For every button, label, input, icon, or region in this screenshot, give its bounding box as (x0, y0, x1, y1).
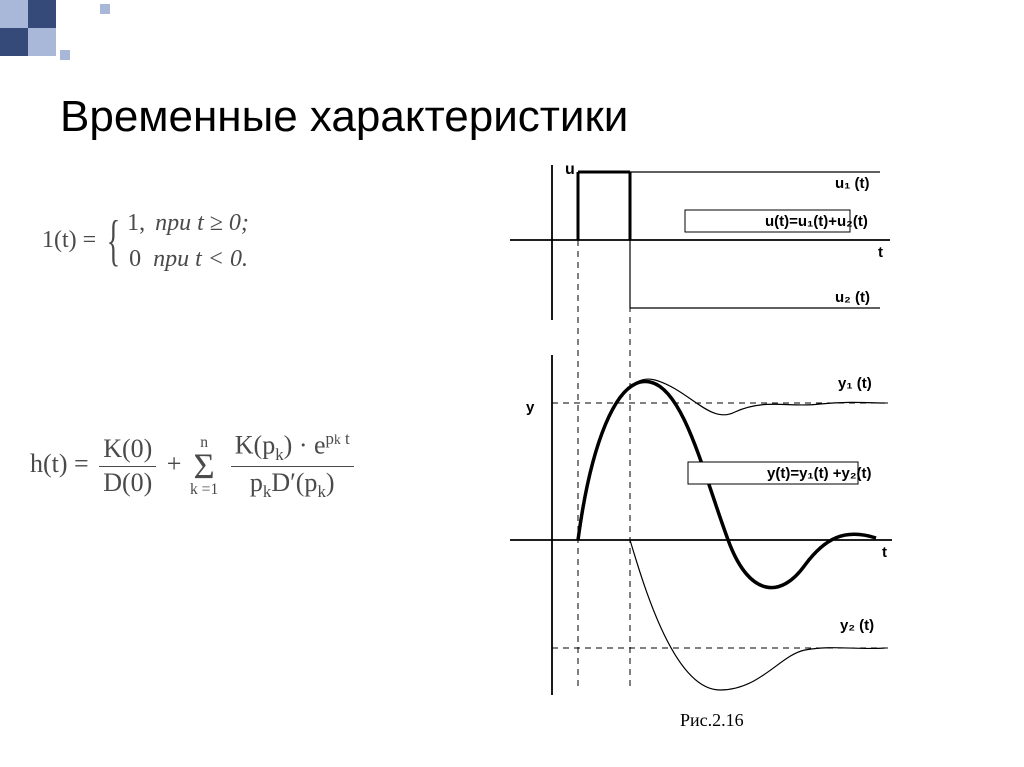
f2-f1-num: K(0) (99, 435, 156, 467)
f2-num-b: ) · e (284, 431, 326, 460)
f1-lhs: 1(t) = (42, 227, 96, 253)
f1-r2a: 0 (129, 246, 141, 272)
f2-den-b: D′(p (271, 468, 317, 497)
slide-title: Временные характеристики (60, 92, 628, 142)
svg-text:y₂ (t): y₂ (t) (840, 617, 874, 634)
f1-r2b: npu t < 0. (153, 246, 248, 272)
formula-unit-step: 1(t) = { 1, npu t ≥ 0; 0 npu t < 0. (42, 210, 249, 273)
svg-text:t: t (882, 544, 887, 561)
f2-num-a: K(p (235, 431, 275, 460)
corner-decoration (0, 0, 140, 80)
brace-icon: { (107, 211, 120, 273)
f2-lhs: h(t) = (30, 449, 89, 478)
sum-bot: k =1 (190, 481, 218, 498)
svg-text:y(t)=y₁(t) +y₂(t): y(t)=y₁(t) +y₂(t) (767, 465, 872, 482)
f2-frac1: K(0) D(0) (99, 435, 156, 497)
f2-den-c: ) (326, 468, 335, 497)
f1-r1a: 1, (127, 210, 145, 236)
svg-text:u₂ (t): u₂ (t) (835, 289, 870, 306)
svg-text:u(t)=u₁(t)+u₂(t): u(t)=u₁(t)+u₂(t) (765, 213, 868, 230)
formula-h-of-t: h(t) = K(0) D(0) + n Σ k =1 K(pk) · epk … (30, 430, 358, 502)
svg-text:y₁ (t): y₁ (t) (838, 375, 872, 392)
f2-plus: + (167, 449, 182, 478)
sigma-icon: n Σ k =1 (190, 434, 218, 497)
time-response-diagram: u u₁ (t) u(t)=u₁(t)+u₂(t) t u₂ (t) y₁ (t) y(t)… (480, 160, 930, 700)
f2-den-a: p (250, 468, 263, 497)
svg-text:u₁ (t): u₁ (t) (835, 175, 870, 192)
f1-r1b: npu t ≥ 0; (155, 210, 249, 236)
svg-text:u: u (565, 161, 575, 178)
f2-f1-den: D(0) (99, 467, 156, 498)
svg-text:t: t (878, 244, 883, 261)
figure-caption: Рис.2.16 (680, 710, 744, 731)
svg-text:y: y (526, 399, 535, 416)
f2-frac2: K(pk) · epk t pkD′(pk) (231, 430, 354, 502)
